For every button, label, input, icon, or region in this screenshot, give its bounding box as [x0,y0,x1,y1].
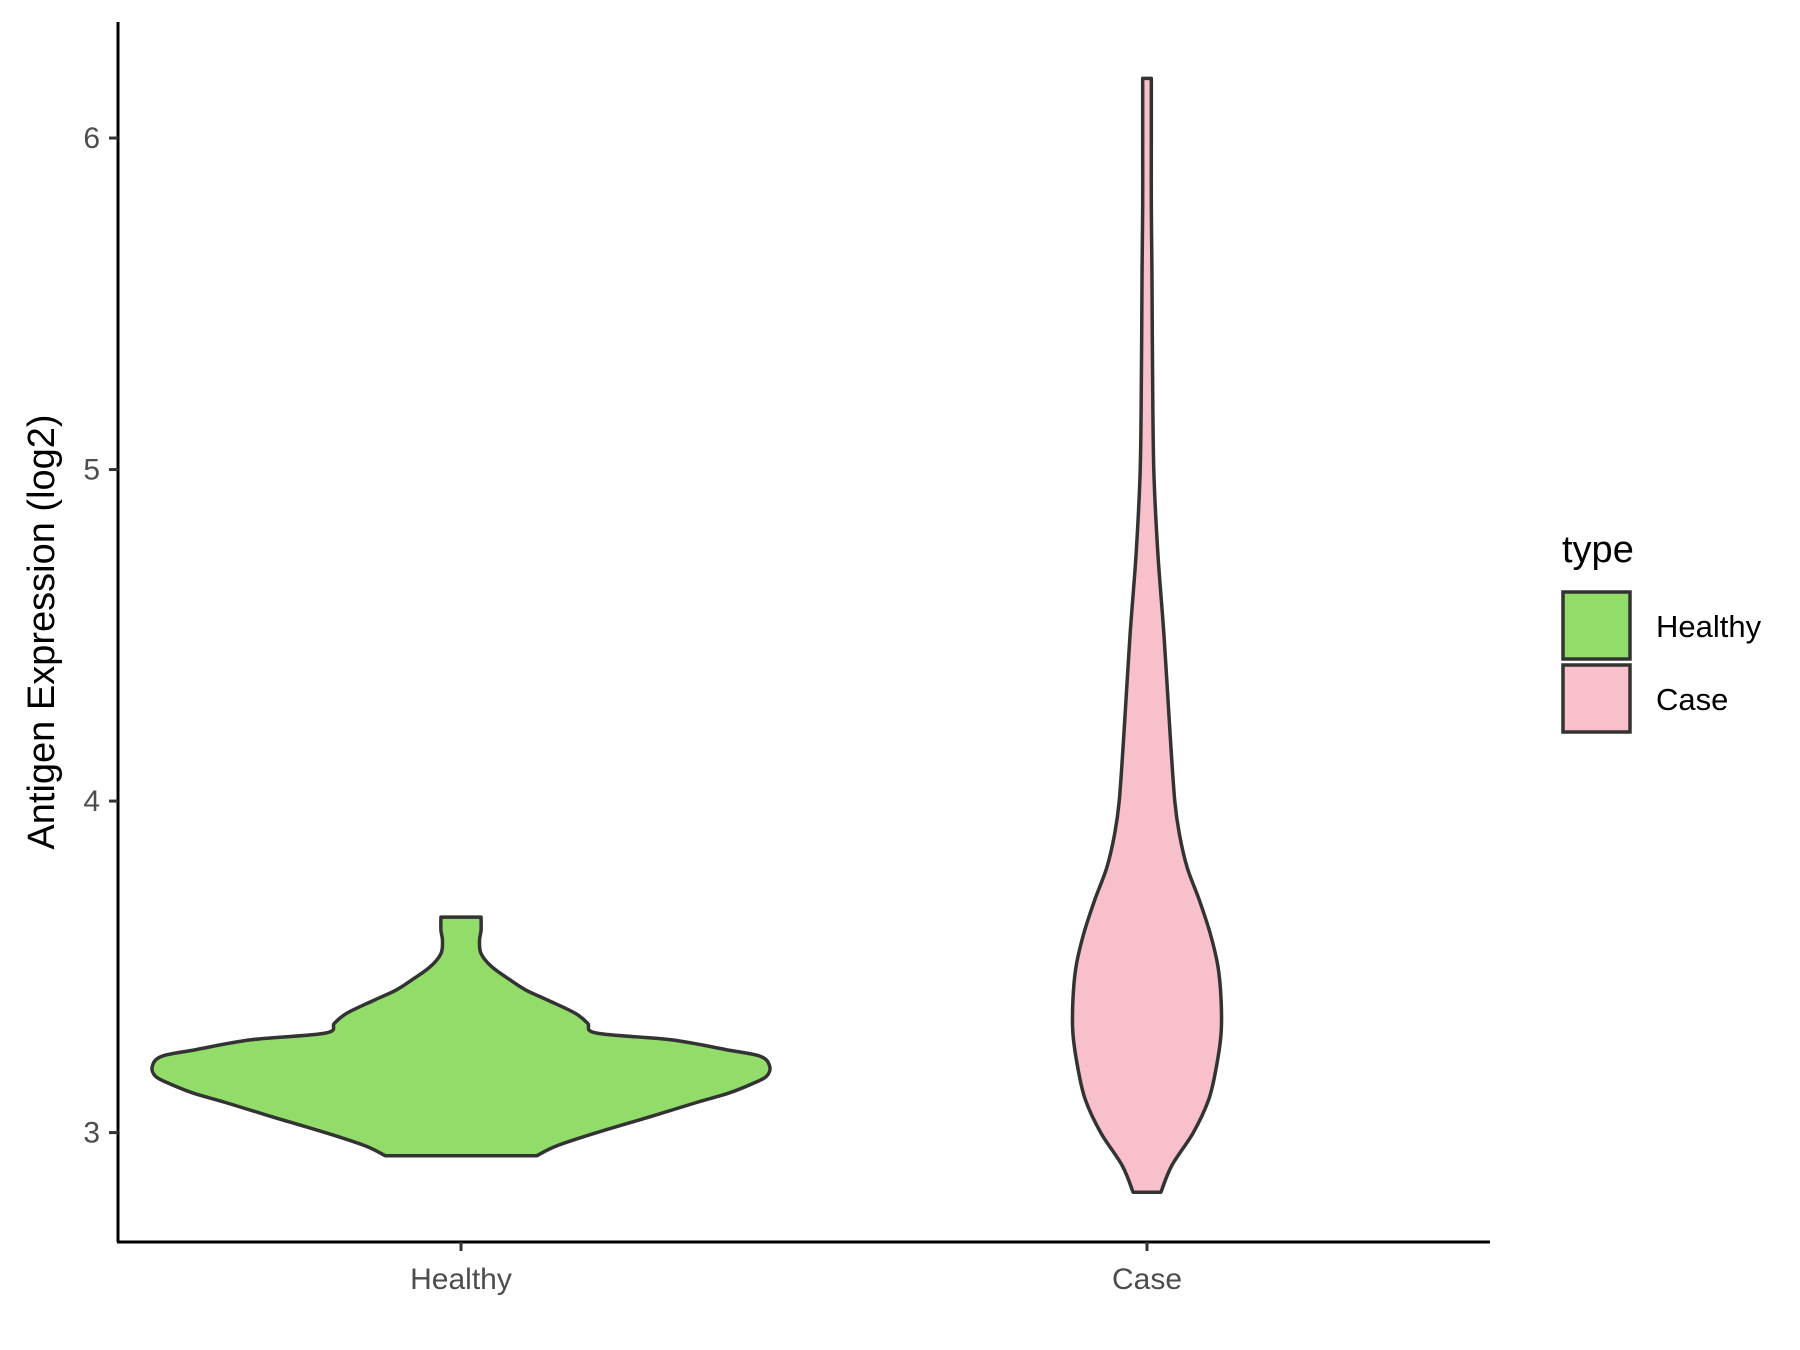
legend-items: Healthy Case [1561,590,1762,734]
legend-swatch-healthy [1561,590,1632,661]
legend: type Healthy Case [1561,529,1762,734]
violin-healthy [150,915,772,1158]
y-axis-title: Antigen Expression (log2) [21,414,63,849]
legend-label-case: Case [1656,682,1728,717]
y-ticks: 3 4 5 6 [83,122,118,1150]
legend-title: type [1562,529,1634,571]
y-tick-label: 4 [83,785,100,818]
x-ticks: Healthy Case [410,1242,1182,1296]
legend-swatch-case [1561,663,1632,734]
y-tick-label: 5 [83,454,100,487]
axes: 3 4 5 6 Healthy Case Antigen Expression (log… [21,22,1490,1296]
violin-case [1070,76,1224,1195]
x-tick-label: Case [1112,1263,1182,1296]
legend-label-healthy: Healthy [1656,609,1762,644]
y-tick-label: 3 [83,1117,100,1150]
x-tick-label: Healthy [410,1263,512,1296]
violins [150,76,1224,1195]
y-tick-label: 6 [83,122,100,155]
